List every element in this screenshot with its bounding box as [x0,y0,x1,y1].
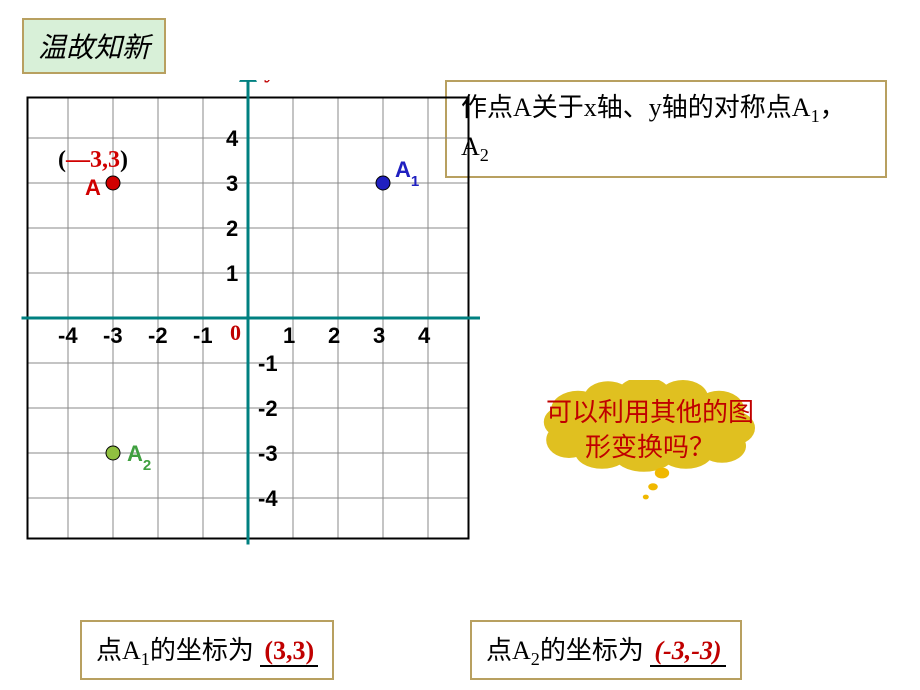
svg-text:A: A [85,175,101,200]
answer-a2: (-3,-3) [650,636,725,667]
svg-text:y: y [264,80,276,84]
svg-text:3: 3 [226,171,238,196]
answer-a1: (3,3) [260,636,318,667]
svg-text:2: 2 [328,323,340,348]
svg-text:-3: -3 [258,441,278,466]
svg-text:-1: -1 [193,323,213,348]
answer-a2-box: 点A2的坐标为 (-3,-3) [470,620,742,680]
svg-text:1: 1 [226,261,238,286]
svg-text:A2: A2 [127,441,151,474]
svg-text:A1: A1 [395,157,419,190]
title-text: 温故知新 [38,33,150,64]
svg-text:4: 4 [226,126,239,151]
answer-a1-box: 点A1的坐标为 (3,3) [80,620,334,680]
svg-text:-4: -4 [58,323,78,348]
coordinate-graph: xy0-4-3-2-112341234-1-2-3-4AA1A2(—3,3) [20,80,480,590]
svg-text:4: 4 [418,323,431,348]
svg-text:0: 0 [230,320,241,345]
svg-text:-2: -2 [148,323,168,348]
svg-text:-4: -4 [258,486,278,511]
svg-text:-2: -2 [258,396,278,421]
svg-text:1: 1 [283,323,295,348]
svg-text:-3: -3 [103,323,123,348]
cloud-text: 可以利用其他的图形变换吗？ [490,395,810,465]
svg-text:3: 3 [373,323,385,348]
svg-text:2: 2 [226,216,238,241]
instruction-text: 作点A关于x轴、y轴的对称点A1，A2 [461,93,846,161]
title-box: 温故知新 [22,18,166,74]
svg-text:-1: -1 [258,351,278,376]
instruction-box: 作点A关于x轴、y轴的对称点A1，A2 [445,80,887,178]
svg-text:(—3,3): (—3,3) [58,147,128,173]
